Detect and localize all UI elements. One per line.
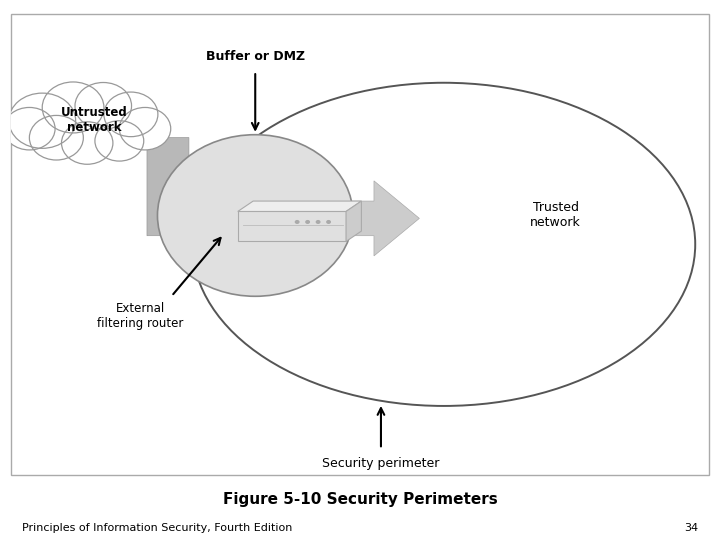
Text: Principles of Information Security, Fourth Edition: Principles of Information Security, Four… bbox=[22, 523, 292, 533]
Circle shape bbox=[95, 121, 144, 161]
Circle shape bbox=[30, 116, 84, 160]
Polygon shape bbox=[238, 201, 361, 212]
Circle shape bbox=[315, 220, 320, 224]
Polygon shape bbox=[238, 212, 346, 241]
FancyBboxPatch shape bbox=[39, 107, 148, 142]
Circle shape bbox=[75, 83, 132, 129]
Ellipse shape bbox=[192, 83, 696, 406]
Polygon shape bbox=[346, 201, 361, 241]
Circle shape bbox=[42, 82, 104, 133]
Text: Buffer or DMZ: Buffer or DMZ bbox=[206, 50, 305, 63]
Text: Security perimeter: Security perimeter bbox=[323, 457, 440, 470]
Text: Untrusted
network: Untrusted network bbox=[61, 106, 128, 134]
Circle shape bbox=[9, 93, 76, 148]
Text: External
filtering router: External filtering router bbox=[96, 302, 183, 330]
Circle shape bbox=[104, 92, 158, 137]
Circle shape bbox=[61, 122, 113, 164]
Text: Trusted
network: Trusted network bbox=[530, 201, 581, 229]
Circle shape bbox=[294, 220, 300, 224]
Circle shape bbox=[158, 134, 353, 296]
Text: 34: 34 bbox=[684, 523, 698, 533]
Text: Figure 5-10 Security Perimeters: Figure 5-10 Security Perimeters bbox=[222, 492, 498, 507]
Circle shape bbox=[305, 220, 310, 224]
Circle shape bbox=[326, 220, 331, 224]
Polygon shape bbox=[256, 181, 419, 256]
Polygon shape bbox=[147, 138, 297, 247]
Circle shape bbox=[120, 107, 171, 150]
Circle shape bbox=[4, 107, 55, 150]
